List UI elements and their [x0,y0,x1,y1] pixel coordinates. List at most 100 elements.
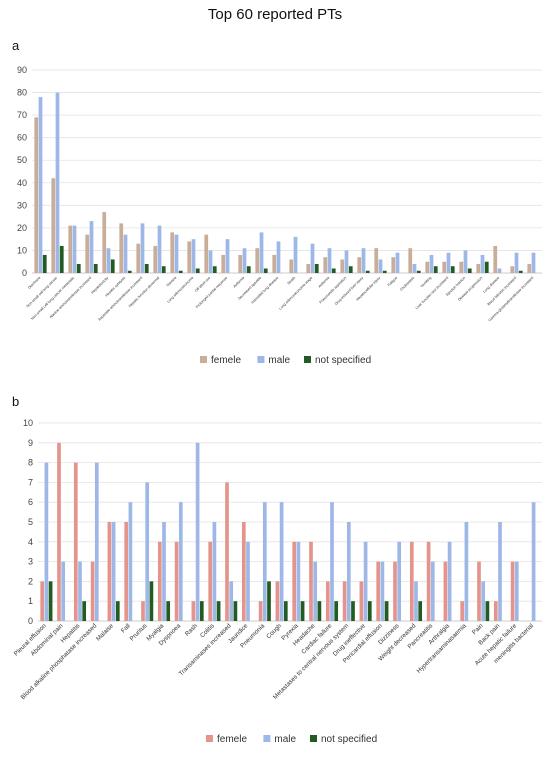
bar [93,263,98,273]
y-tick-label: 0 [22,268,27,278]
y-tick-label: 2 [28,576,33,586]
bar [145,482,150,621]
bar [246,541,250,621]
bar [161,266,166,273]
bar [409,541,414,621]
x-tick-label: Prolonged partial response [195,276,228,309]
bar [276,241,281,273]
y-tick-label: 50 [17,155,27,165]
bar [279,502,284,621]
bar [323,257,328,273]
bar [157,225,162,273]
y-tick-label: 0 [28,616,33,626]
bar [317,601,322,621]
bar [357,257,362,273]
bar [313,561,318,621]
y-tick-label: 4 [28,537,33,547]
bar [195,268,200,273]
legend-label: femele [217,734,247,745]
bar [38,97,43,273]
bar [72,225,77,273]
y-tick-label: 8 [28,458,33,468]
legend-swatch [257,356,265,363]
bar [367,601,372,621]
bar [408,248,413,273]
x-tick-label: Vomiting [420,276,433,289]
legend-swatch [304,356,311,363]
bar [484,261,489,273]
x-tick-label: Off label use [194,276,211,293]
y-tick-label: 7 [28,477,33,487]
bar [94,462,99,621]
bar [127,270,132,273]
bar [514,252,519,273]
bar [518,270,523,273]
bar [34,117,39,273]
bar [446,252,451,273]
bar [89,221,94,273]
bar [493,245,498,273]
bar [123,234,128,273]
bar [40,581,45,621]
bar [460,601,465,621]
bar [361,248,366,273]
bar [306,263,311,273]
bar [331,268,336,273]
bar [82,601,87,621]
bar [497,268,502,273]
y-tick-label: 9 [28,438,33,448]
bar [314,263,319,273]
x-tick-label: Fatigue [387,276,398,287]
bar [477,561,481,621]
bar [102,212,107,273]
bar [216,601,221,621]
bar [450,266,455,273]
bar [106,248,111,273]
bar [170,232,175,273]
bar [395,252,400,273]
bar [258,601,263,621]
legend-swatch [206,735,213,742]
bar [44,462,49,621]
y-tick-label: 5 [28,517,33,527]
bar [363,541,368,621]
x-tick-label: Lung disease [482,276,500,294]
legend-swatch [310,735,317,742]
bar [229,581,234,621]
bar [429,254,434,273]
bar [259,232,264,273]
x-tick-label: Nausea [166,276,178,288]
legend-swatch [263,735,271,742]
bar [380,561,385,621]
bar [442,261,447,273]
bar [157,541,162,621]
bar [430,561,435,621]
bar [300,601,305,621]
bar [255,248,260,273]
y-tick-label: 1 [28,596,33,606]
bar [310,243,315,273]
y-tick-label: 60 [17,133,27,143]
bar [162,522,166,621]
x-tick-label: Liver function test increased [415,276,449,310]
bar [414,581,418,621]
bar [140,223,145,273]
bar [340,259,345,273]
bar [412,263,417,273]
bar [374,248,379,273]
bar [59,245,64,273]
bar [115,601,120,621]
bar [110,259,115,273]
bar [309,541,313,621]
bar [51,178,56,273]
bar [330,502,334,621]
y-tick-label: 80 [17,88,27,98]
bar [191,239,196,273]
legend-swatch [200,356,207,363]
bar [57,442,61,621]
bar [344,250,349,273]
bar [510,561,515,621]
bar [476,263,481,273]
bar [346,522,351,621]
bar [263,268,268,273]
